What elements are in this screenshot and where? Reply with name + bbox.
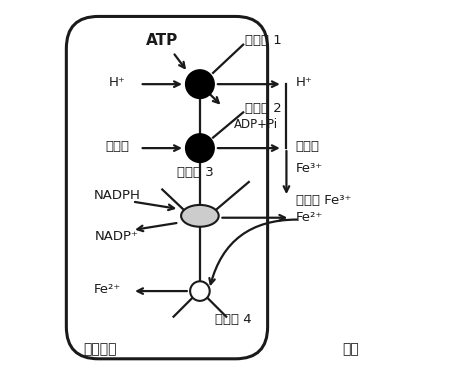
Text: 蛋白质 3: 蛋白质 3 xyxy=(177,166,213,179)
Text: NADP⁺: NADP⁺ xyxy=(95,230,139,243)
Text: 整合态 Fe³⁺: 整合态 Fe³⁺ xyxy=(295,194,351,207)
Circle shape xyxy=(185,70,214,99)
Text: Fe³⁺: Fe³⁺ xyxy=(295,162,322,175)
Text: H⁺: H⁺ xyxy=(108,76,125,89)
Text: 蛋白质 2: 蛋白质 2 xyxy=(245,102,281,115)
Text: 柠樼酸: 柠樼酸 xyxy=(105,140,129,153)
Text: 蛋白质 4: 蛋白质 4 xyxy=(214,313,251,326)
FancyBboxPatch shape xyxy=(66,16,267,359)
Text: 蛋白质 1: 蛋白质 1 xyxy=(245,34,281,47)
Text: Fe²⁺: Fe²⁺ xyxy=(295,211,322,224)
Text: NADPH: NADPH xyxy=(94,189,140,202)
Text: 土壤: 土壤 xyxy=(341,342,358,356)
Text: H⁺: H⁺ xyxy=(295,76,312,89)
Text: Fe²⁺: Fe²⁺ xyxy=(94,283,121,296)
Text: ADP+Pi: ADP+Pi xyxy=(233,118,277,131)
Circle shape xyxy=(190,281,209,301)
Circle shape xyxy=(185,134,214,163)
Text: ATP: ATP xyxy=(146,33,178,49)
Text: 根毛细胞: 根毛细胞 xyxy=(83,342,117,356)
Text: 柠樼酸: 柠樼酸 xyxy=(295,140,319,153)
Ellipse shape xyxy=(181,205,218,227)
